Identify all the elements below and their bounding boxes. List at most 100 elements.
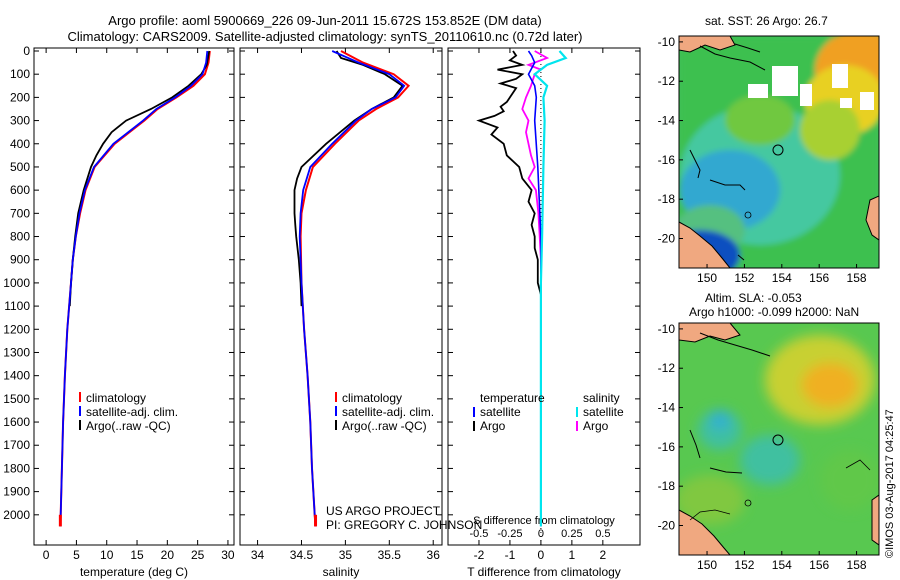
- x-tick-label: 34.5: [290, 548, 314, 562]
- s-tick-label: 0: [538, 528, 544, 540]
- x-tick-label: 15: [130, 548, 144, 562]
- s-tick-label: 0.25: [561, 528, 582, 540]
- x-tick-label: -2: [474, 548, 485, 562]
- series-line-s-satellite: [532, 50, 568, 527]
- x-tick-label: 0: [43, 548, 50, 562]
- map-y-tick-label: -16: [658, 153, 676, 167]
- y-tick-label: 1000: [3, 276, 30, 290]
- x-tick-label: 1: [569, 548, 576, 562]
- project-label: US ARGO PROJECT: [326, 504, 441, 518]
- y-tick-label: 800: [10, 230, 30, 244]
- y-tick-label: 0: [23, 44, 30, 58]
- legend-label: Argo(..raw -QC): [86, 419, 171, 433]
- map-x-tick-label: 156: [809, 271, 829, 285]
- map-x-tick-label: 150: [697, 271, 717, 285]
- legend-label: satellite-adj. clim.: [342, 405, 434, 419]
- y-tick-label: 300: [10, 114, 30, 128]
- sla-map-title: Altim. SLA: -0.053: [705, 291, 802, 305]
- x-tick-label: 2: [599, 548, 606, 562]
- pi-label: PI: GREGORY C. JOHNSON: [326, 518, 483, 532]
- map-y-tick-label: -16: [658, 440, 676, 454]
- y-tick-label: 1800: [3, 461, 30, 475]
- plot-frame-differences: [447, 47, 641, 546]
- y-tick-label: 1400: [3, 369, 30, 383]
- map-x-tick-label: 154: [772, 271, 792, 285]
- series-line-satellite-adj--clim-: [298, 50, 406, 527]
- sla-map: [678, 322, 880, 556]
- legend-label: satellite: [480, 405, 521, 419]
- map-x-tick-label: 152: [734, 558, 754, 572]
- map-y-tick-label: -20: [658, 232, 676, 246]
- map-y-tick-label: -20: [658, 519, 676, 533]
- x-tick-label: 35.5: [378, 548, 402, 562]
- x-axis-label: salinity: [323, 565, 360, 579]
- legend-label: Argo(..raw -QC): [342, 419, 427, 433]
- x-tick-label: 10: [100, 548, 114, 562]
- x-tick-label: 5: [73, 548, 80, 562]
- legend-label: climatology: [342, 391, 402, 405]
- map-y-tick-label: -12: [658, 74, 676, 88]
- y-tick-label: 1200: [3, 322, 30, 336]
- x-tick-label: 36: [427, 548, 441, 562]
- map-x-tick-label: 152: [734, 271, 754, 285]
- map-y-tick-label: -18: [658, 479, 676, 493]
- y-tick-label: 1300: [3, 345, 30, 359]
- legend-title-salinity: salinity: [583, 391, 620, 405]
- map-x-tick-label: 156: [809, 558, 829, 572]
- plot-frame-temperature: [33, 47, 235, 546]
- map-x-tick-label: 154: [772, 558, 792, 572]
- y-tick-label: 900: [10, 253, 30, 267]
- series-line-climatology: [59, 50, 211, 527]
- legend-label: Argo: [480, 419, 506, 433]
- map-y-tick-label: -10: [658, 322, 676, 336]
- legend-title-temperature: temperature: [480, 391, 545, 405]
- sst-map: [678, 35, 880, 269]
- series-line-satellite-adj--clim-: [59, 50, 209, 527]
- x-tick-label: 20: [161, 548, 175, 562]
- y-tick-label: 1700: [3, 438, 30, 452]
- sst-map-title: sat. SST: 26 Argo: 26.7: [705, 14, 828, 28]
- series-line-t-argo: [476, 50, 542, 307]
- map-x-tick-label: 158: [847, 271, 867, 285]
- y-tick-label: 1600: [3, 415, 30, 429]
- y-tick-label: 700: [10, 206, 30, 220]
- s-tick-label: -0.25: [497, 528, 522, 540]
- legend-label: satellite: [583, 405, 624, 419]
- y-tick-label: 200: [10, 90, 30, 104]
- x-tick-label: 30: [221, 548, 235, 562]
- series-line-argo---raw--qc-: [293, 50, 404, 307]
- map-x-tick-label: 158: [847, 558, 867, 572]
- legend-label: satellite-adj. clim.: [86, 405, 178, 419]
- y-tick-label: 1900: [3, 485, 30, 499]
- y-tick-label: 100: [10, 67, 30, 81]
- x-axis-label: temperature (deg C): [80, 565, 188, 579]
- legend-label: climatology: [86, 391, 146, 405]
- s-axis-label: S difference from climatology: [473, 515, 615, 527]
- legend-label: Argo: [583, 419, 609, 433]
- y-tick-label: 500: [10, 160, 30, 174]
- x-tick-label: -1: [505, 548, 516, 562]
- x-tick-label: 0: [538, 548, 545, 562]
- y-tick-label: 1500: [3, 392, 30, 406]
- s-tick-label: -0.5: [469, 528, 488, 540]
- y-tick-label: 1100: [4, 299, 30, 313]
- x-tick-label: 34: [251, 548, 265, 562]
- figure-title-line2: Climatology: CARS2009. Satellite-adjuste…: [67, 29, 583, 44]
- map-y-tick-label: -12: [658, 361, 676, 375]
- map-x-tick-label: 150: [697, 558, 717, 572]
- y-tick-label: 2000: [3, 508, 30, 522]
- map-y-tick-label: -14: [658, 401, 676, 415]
- map-y-tick-label: -14: [658, 114, 676, 128]
- imos-stamp: ©IMOS 03-Aug-2017 04:25:47: [884, 409, 896, 558]
- x-axis-label: T difference from climatology: [467, 565, 621, 579]
- x-tick-label: 25: [191, 548, 205, 562]
- plot-frame-salinity: [239, 47, 443, 546]
- x-tick-label: 35: [339, 548, 353, 562]
- y-tick-label: 600: [10, 183, 30, 197]
- y-tick-label: 400: [10, 137, 30, 151]
- map-y-tick-label: -10: [658, 35, 676, 49]
- map-y-tick-label: -18: [658, 192, 676, 206]
- figure-title-line1: Argo profile: aoml 5900669_226 09-Jun-20…: [108, 13, 542, 28]
- s-tick-label: 0.5: [595, 528, 610, 540]
